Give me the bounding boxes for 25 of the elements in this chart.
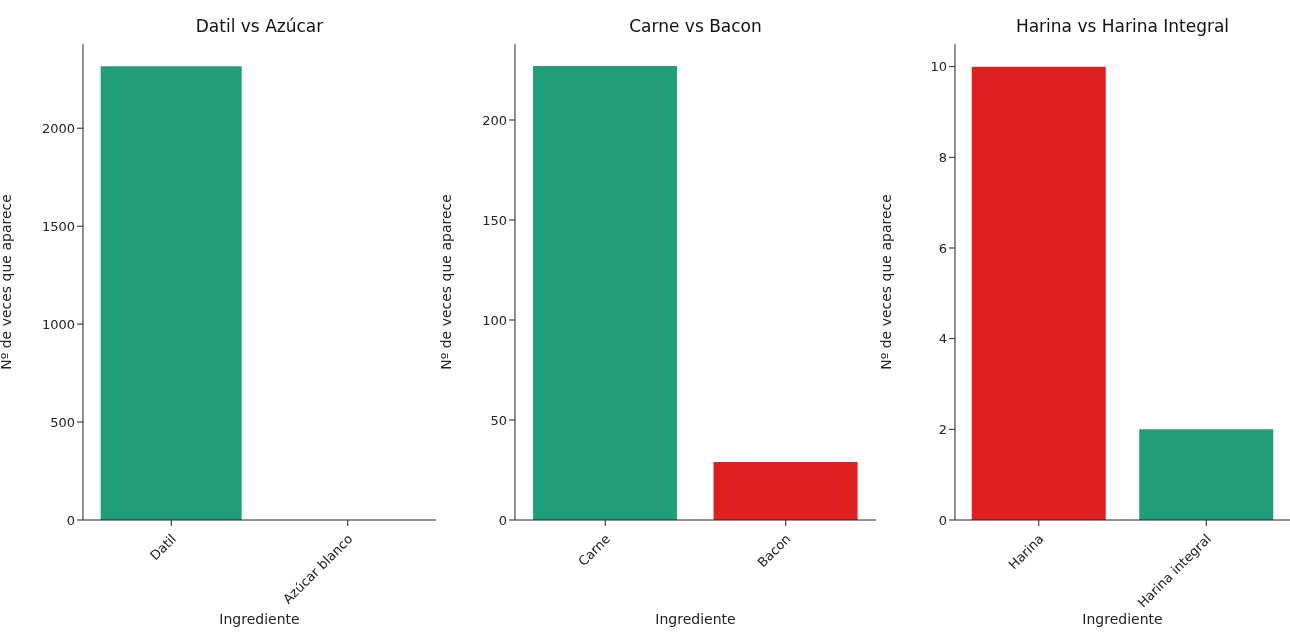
chart-title: Carne vs Bacon — [628, 16, 763, 36]
y-tick-label: 0 — [938, 512, 947, 528]
y-tick-label: 50 — [490, 412, 507, 428]
y-tick-label: 6 — [938, 240, 947, 256]
y-tick-label: 0 — [66, 512, 75, 528]
y-tick-label: 2 — [938, 421, 947, 437]
y-tick-label: 100 — [482, 312, 507, 328]
y-tick-label: 8 — [938, 149, 947, 165]
y-axis-title: Nº de veces que aparece — [437, 194, 454, 370]
y-tick-label: 4 — [938, 331, 947, 347]
x-axis-title: Ingrediente — [1082, 611, 1163, 627]
y-tick-label: 1000 — [41, 316, 75, 332]
y-tick-label: 10 — [930, 59, 947, 75]
chart-title: Harina vs Harina Integral — [1014, 16, 1231, 36]
x-axis-title: Ingrediente — [655, 611, 736, 627]
y-tick-label: 150 — [482, 212, 507, 228]
y-tick-label: 500 — [50, 414, 75, 430]
x-axis-title: Ingrediente — [219, 611, 300, 627]
y-axis-title: Nº de veces que aparece — [0, 194, 14, 370]
y-tick-label: 0 — [498, 512, 507, 528]
y-tick-label: 200 — [482, 112, 507, 128]
y-tick-label: 2000 — [41, 120, 75, 136]
y-axis-title: Nº de veces que aparece — [877, 194, 894, 370]
y-tick-label: 1500 — [41, 218, 75, 234]
chart-title: Datil vs Azúcar — [194, 16, 325, 36]
